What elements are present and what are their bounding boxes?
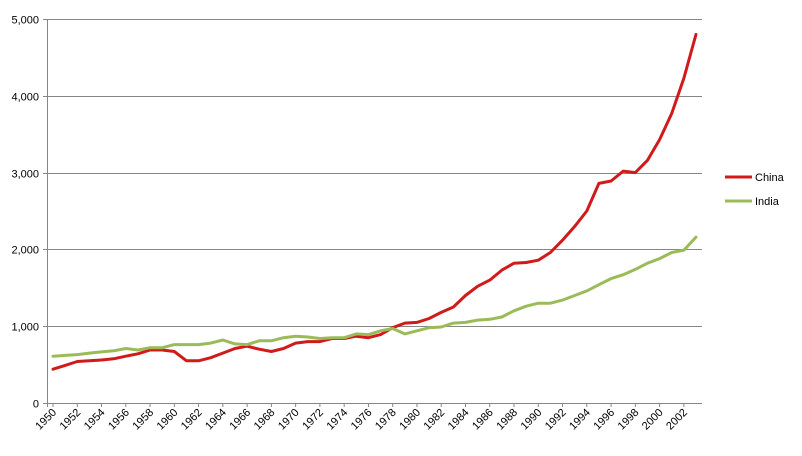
- x-tick-label: 1998: [616, 407, 642, 433]
- y-tick-label: 2,000: [11, 245, 39, 257]
- x-tick-label: 1974: [324, 407, 350, 433]
- legend-label-china: China: [755, 172, 785, 184]
- x-tick-label: 1964: [203, 407, 229, 433]
- y-tick-label: 1,000: [11, 322, 39, 334]
- series-line-india: [51, 235, 698, 358]
- x-tick-label: 1958: [130, 407, 156, 433]
- x-tick-label: 1982: [422, 407, 448, 433]
- x-tick-label: 1978: [373, 407, 399, 433]
- x-tick-label: 1992: [543, 407, 569, 433]
- x-tick-label: 1970: [276, 407, 302, 433]
- x-tick-label: 1996: [591, 407, 617, 433]
- x-tick-label: 1966: [227, 407, 253, 433]
- x-tick-label: 1994: [567, 407, 593, 433]
- x-tick-label: 2000: [640, 407, 666, 433]
- x-tick-label: 1986: [470, 407, 496, 433]
- x-tick-label: 1950: [33, 407, 59, 433]
- legend-label-india: India: [755, 196, 780, 208]
- x-tick-label: 1990: [519, 407, 545, 433]
- x-axis-tick-labels: 1950195219541956195819601962196419661968…: [33, 407, 690, 433]
- x-tick-label: 1952: [58, 407, 84, 433]
- y-axis-tick-labels: 0 1,000 2,000 3,000 4,000 5,000: [11, 15, 39, 411]
- series-line-china: [51, 32, 698, 371]
- series-lines: [51, 32, 698, 371]
- x-tick-label: 1960: [155, 407, 181, 433]
- x-tick-label: 1968: [252, 407, 278, 433]
- x-tick-label: 1984: [446, 407, 472, 433]
- y-tick-label: 5,000: [11, 15, 39, 27]
- x-tick-label: 2002: [664, 407, 690, 433]
- axes: [43, 19, 702, 407]
- y-tick-label: 4,000: [11, 92, 39, 104]
- y-tick-label: 0: [33, 399, 39, 411]
- x-tick-label: 1956: [106, 407, 132, 433]
- y-tick-label: 3,000: [11, 169, 39, 181]
- x-tick-label: 1962: [179, 407, 205, 433]
- x-tick-label: 1976: [349, 407, 375, 433]
- x-tick-label: 1972: [300, 407, 326, 433]
- x-tick-label: 1954: [82, 407, 108, 433]
- gridlines: [47, 19, 702, 327]
- legend: China India: [725, 172, 785, 208]
- x-tick-label: 1980: [397, 407, 423, 433]
- x-tick-label: 1988: [494, 407, 520, 433]
